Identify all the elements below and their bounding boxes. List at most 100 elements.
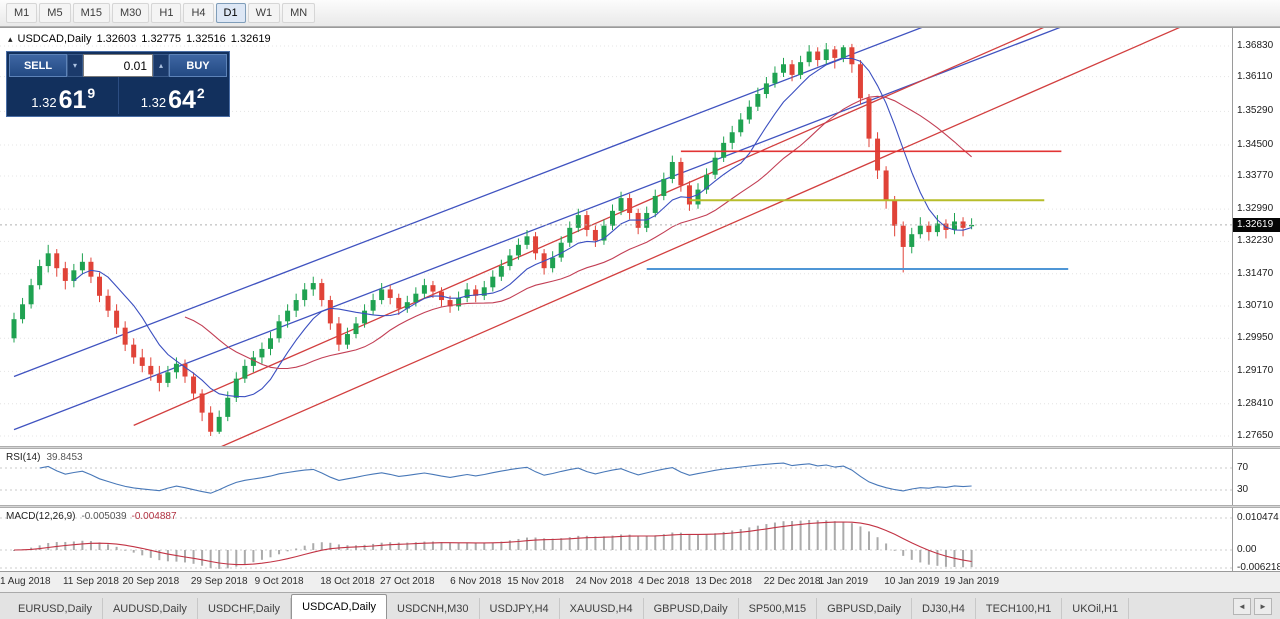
collapse-one-click-icon[interactable]: ▴ xyxy=(8,34,13,44)
ohlc-close: 1.32619 xyxy=(230,33,271,45)
price-axis-label: 1.30710 xyxy=(1237,300,1274,311)
chart-tab[interactable]: AUDUSD,Daily xyxy=(103,598,198,619)
ask-price-point: 2 xyxy=(196,85,205,101)
date-label: 9 Oct 2018 xyxy=(254,576,304,587)
timeframe-button-m15[interactable]: M15 xyxy=(72,3,110,23)
volume-down-button[interactable]: ▾ xyxy=(67,54,83,77)
macd-axis[interactable]: 0.010474 0.00 -0.006218 xyxy=(1232,508,1280,573)
macd-name: MACD(12,26,9) xyxy=(6,511,76,522)
tabs-scroll-left-icon[interactable]: ◄ xyxy=(1233,598,1251,615)
chart-tab[interactable]: SP500,M15 xyxy=(739,598,818,619)
date-label: 20 Sep 2018 xyxy=(122,576,180,587)
bid-price-display[interactable]: 1.32 61 9 xyxy=(9,77,119,114)
timeframe-button-h4[interactable]: H4 xyxy=(183,3,214,23)
timeframe-button-mn[interactable]: MN xyxy=(282,3,316,23)
price-chart-canvas[interactable] xyxy=(0,28,1232,447)
date-label: 29 Sep 2018 xyxy=(190,576,248,587)
ask-price-display[interactable]: 1.32 64 2 xyxy=(119,77,228,114)
bid-price-pips: 61 xyxy=(58,85,87,114)
panel-splitter[interactable] xyxy=(0,446,1280,449)
price-axis-label: 1.36110 xyxy=(1237,70,1273,82)
date-label: 19 Jan 2019 xyxy=(944,576,1000,587)
chart-tab[interactable]: GBPUSD,Daily xyxy=(644,598,739,619)
chart-tab[interactable]: USDCHF,Daily xyxy=(198,598,292,619)
price-axis-label: 1.35290 xyxy=(1237,105,1274,117)
timeframe-toolbar: M1 M5 M15 M30 H1 H4 D1 W1 MN xyxy=(0,0,1280,27)
date-label: 15 Nov 2018 xyxy=(507,576,564,587)
ohlc-high: 1.32775 xyxy=(141,33,182,45)
macd-label: MACD(12,26,9) -0.005039 -0.004887 xyxy=(6,511,177,522)
macd-signal-value: -0.004887 xyxy=(131,511,177,522)
timeframe-button-m30[interactable]: M30 xyxy=(111,3,150,23)
volume-input[interactable] xyxy=(83,54,153,77)
current-price-badge: 1.32619 xyxy=(1233,217,1280,232)
bid-price-point: 9 xyxy=(87,85,96,101)
macd-value: -0.005039 xyxy=(81,511,127,522)
main-chart-panel: ▴ USDCAD,Daily 1.32603 1.32775 1.32516 1.3261… xyxy=(0,27,1232,447)
chart-tab[interactable]: EURUSD,Daily xyxy=(8,598,103,619)
rsi-label: RSI(14) 39.8453 xyxy=(6,452,83,463)
price-axis-label: 1.32990 xyxy=(1237,203,1274,215)
date-label: 1 Jan 2019 xyxy=(818,576,869,587)
price-axis-label: 1.32230 xyxy=(1237,235,1274,247)
timeframe-button-m5[interactable]: M5 xyxy=(39,3,71,23)
rsi-name: RSI(14) xyxy=(6,452,41,463)
date-label: 13 Dec 2018 xyxy=(695,576,752,587)
rsi-value: 39.8453 xyxy=(46,452,83,463)
rsi-axis-label: 30 xyxy=(1237,484,1249,495)
date-label: 18 Oct 2018 xyxy=(320,576,375,587)
macd-axis-label: -0.006218 xyxy=(1237,562,1280,573)
date-label: 24 Nov 2018 xyxy=(575,576,633,587)
volume-up-button[interactable]: ▴ xyxy=(153,54,169,77)
tab-scroll-controls: ◄ ► xyxy=(1233,598,1280,619)
macd-axis-label: 0.00 xyxy=(1237,544,1257,555)
bid-price-base: 1.32 xyxy=(31,94,57,110)
chart-tab-active[interactable]: USDCAD,Daily xyxy=(291,594,388,619)
chart-tab[interactable]: TECH100,H1 xyxy=(976,598,1063,619)
price-axis-label: 1.33770 xyxy=(1237,170,1274,181)
ohlc-low: 1.32516 xyxy=(186,33,226,45)
date-label: 6 Nov 2018 xyxy=(450,576,502,587)
time-axis[interactable]: 31 Aug 2018 11 Sep 2018 20 Sep 2018 29 Sep … xyxy=(0,571,1280,592)
timeframe-button-h1[interactable]: H1 xyxy=(151,3,182,23)
tabs-scroll-right-icon[interactable]: ► xyxy=(1254,598,1272,615)
rsi-indicator-panel: RSI(14) 39.8453 xyxy=(0,449,1232,505)
date-label: 22 Dec 2018 xyxy=(763,576,821,587)
rsi-chart-canvas[interactable] xyxy=(0,449,1232,505)
date-label: 27 Oct 2018 xyxy=(380,576,435,587)
price-axis-label: 1.36830 xyxy=(1237,40,1274,51)
price-axis-label: 1.29170 xyxy=(1237,365,1274,377)
price-axis-label: 1.34500 xyxy=(1237,138,1274,150)
rsi-axis[interactable]: 70 30 xyxy=(1232,449,1280,505)
date-label: 4 Dec 2018 xyxy=(638,576,690,587)
timeframe-button-w1[interactable]: W1 xyxy=(247,3,281,23)
price-axis-label: 1.29950 xyxy=(1237,332,1274,344)
ask-price-base: 1.32 xyxy=(140,94,167,110)
macd-chart-canvas[interactable] xyxy=(0,508,1232,571)
buy-button[interactable]: BUY xyxy=(169,54,227,77)
chart-tab[interactable]: XAUUSD,H4 xyxy=(560,598,644,619)
price-axis-label: 1.28410 xyxy=(1237,397,1274,409)
one-click-trading-widget: SELL ▾ ▴ BUY 1.32 61 9 1.32 64 2 xyxy=(6,51,230,117)
chart-tab[interactable]: USDJPY,H4 xyxy=(480,598,560,619)
chart-tab[interactable]: DJ30,H4 xyxy=(912,598,976,619)
price-axis[interactable]: 1.32619 1.36830 1.36110 1.35290 1.34500 1.33… xyxy=(1232,27,1280,446)
ohlc-open: 1.32603 xyxy=(96,33,137,45)
macd-indicator-panel: MACD(12,26,9) -0.005039 -0.004887 xyxy=(0,508,1232,571)
chart-tabs-bar: EURUSD,Daily AUDUSD,Daily USDCHF,Daily U… xyxy=(0,592,1280,619)
panel-splitter[interactable] xyxy=(0,505,1280,508)
chart-tab[interactable]: UKOil,H1 xyxy=(1062,598,1130,619)
ask-price-pips: 64 xyxy=(168,85,196,114)
chart-tab[interactable]: USDCNH,M30 xyxy=(387,598,480,619)
sell-button[interactable]: SELL xyxy=(9,54,67,77)
timeframe-button-d1[interactable]: D1 xyxy=(215,3,246,23)
timeframe-button-m1[interactable]: M1 xyxy=(6,3,38,23)
chart-ohlc-header: ▴ USDCAD,Daily 1.32603 1.32775 1.32516 1.3261… xyxy=(8,33,276,45)
date-label: 31 Aug 2018 xyxy=(0,576,51,587)
rsi-axis-label: 70 xyxy=(1237,462,1249,473)
price-axis-label: 1.31470 xyxy=(1237,267,1274,279)
date-label: 10 Jan 2019 xyxy=(884,576,940,587)
chart-symbol-label: USDCAD,Daily xyxy=(17,33,92,45)
chart-tab[interactable]: GBPUSD,Daily xyxy=(817,598,913,619)
